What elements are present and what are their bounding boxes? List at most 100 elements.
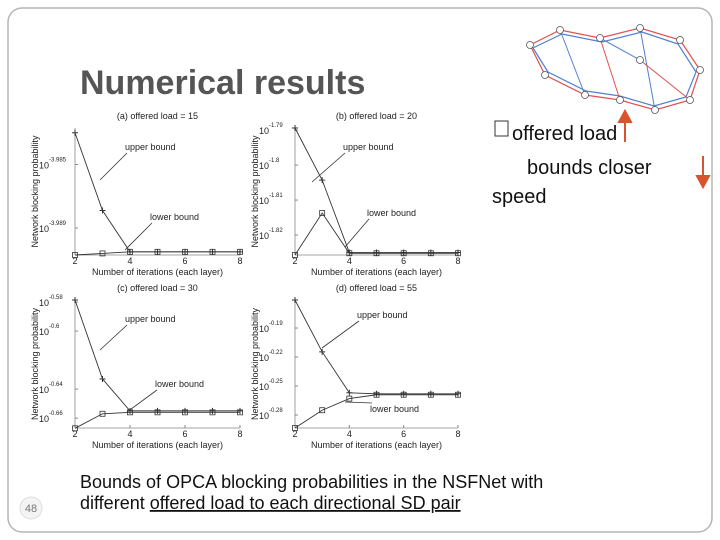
- x-tick-label: 8: [237, 429, 242, 439]
- bullet-text: bounds closer: [527, 157, 652, 179]
- x-tick-label: 4: [127, 429, 132, 439]
- y-tick-base: 10: [39, 385, 49, 395]
- annotation-arrow: [321, 320, 360, 349]
- y-tick-exponent: -1.81: [269, 193, 283, 199]
- y-tick-base: 10: [259, 196, 269, 206]
- y-tick-base: 10: [259, 382, 269, 392]
- upper-marker: [72, 129, 78, 136]
- x-axis-label: Number of iterations (each layer): [311, 440, 442, 450]
- annotation-arrow: [99, 324, 128, 351]
- y-tick-exponent: -0.64: [49, 382, 63, 388]
- y-axis-label: Network blocking probability: [250, 307, 260, 420]
- x-tick-label: 8: [455, 256, 460, 266]
- x-tick-label: 6: [401, 256, 406, 266]
- upper-marker: [292, 297, 298, 303]
- x-tick-label: 6: [182, 256, 187, 266]
- page-number: 48: [25, 503, 37, 515]
- upper-marker: [427, 390, 434, 397]
- bound-line: [74, 251, 240, 256]
- lower-marker: [72, 252, 78, 258]
- y-tick-exponent: -0.6: [49, 324, 60, 330]
- annotation: lower bound: [370, 404, 419, 414]
- y-tick-base: 10: [259, 161, 269, 171]
- x-tick-label: 6: [401, 429, 406, 439]
- x-axis-label: Number of iterations (each layer): [311, 267, 442, 277]
- y-axis-label: Network blocking probability: [30, 307, 40, 420]
- lower-marker: [182, 409, 188, 416]
- upper-marker: [346, 389, 353, 396]
- annotation: upper bound: [357, 310, 408, 320]
- lower-marker: [400, 250, 407, 257]
- upper-marker: [99, 207, 106, 214]
- lower-marker: [427, 391, 434, 398]
- lower-marker: [373, 250, 380, 257]
- plot-title: (b) offered load = 20: [336, 111, 417, 121]
- caption-underlined: offered load to each directional SD pair: [150, 493, 461, 513]
- annotation-arrow: [126, 389, 158, 413]
- annotation: upper bound: [125, 142, 176, 152]
- y-tick-base: 10: [39, 327, 49, 337]
- annotation: upper bound: [125, 314, 176, 324]
- lower-marker: [182, 248, 188, 255]
- lower-marker: [209, 248, 216, 255]
- lower-marker: [346, 250, 353, 257]
- y-tick-exponent: -0.25: [269, 379, 283, 385]
- y-tick-base: 10: [39, 161, 49, 171]
- lower-marker: [346, 395, 353, 402]
- lower-marker: [400, 391, 407, 398]
- x-tick-label: 2: [292, 256, 297, 266]
- y-tick-exponent: -0.19: [269, 321, 283, 327]
- page-number-badge: [19, 496, 43, 520]
- x-tick-label: 4: [347, 256, 352, 266]
- upper-marker: [455, 390, 461, 397]
- x-tick-label: 6: [182, 429, 187, 439]
- arrows: [617, 108, 711, 190]
- annotation-arrow: [311, 152, 346, 183]
- upper-marker: [72, 297, 78, 303]
- bullet-box: [494, 120, 509, 137]
- upper-marker: [373, 390, 380, 397]
- y-tick-exponent: -1.79: [269, 123, 283, 129]
- lower-marker: [99, 410, 106, 417]
- bound-line: [294, 212, 458, 256]
- lower-marker: [154, 409, 161, 416]
- lower-marker: [237, 409, 243, 416]
- lower-marker: [209, 409, 216, 416]
- x-tick-label: 2: [72, 256, 77, 266]
- network-diagram: [526, 24, 704, 114]
- y-tick-exponent: -3.985: [49, 158, 67, 164]
- lower-marker: [127, 248, 133, 255]
- lower-marker: [154, 248, 161, 255]
- lower-marker: [319, 407, 326, 414]
- plot-title: (c) offered load = 30: [117, 283, 198, 293]
- caption: Bounds of OPCA blocking probabilities in…: [80, 472, 543, 492]
- annotation: lower bound: [155, 379, 204, 389]
- upper-marker: [292, 125, 298, 131]
- bullet-text: speed: [492, 186, 547, 208]
- y-tick-base: 10: [259, 231, 269, 241]
- y-tick-exponent: -1.82: [269, 228, 283, 234]
- bound-line: [294, 394, 458, 429]
- lower-marker: [292, 425, 298, 431]
- bound-line: [74, 411, 240, 429]
- y-tick-base: 10: [259, 411, 269, 421]
- upper-marker: [400, 390, 407, 397]
- upper-marker: [99, 375, 106, 382]
- lower-marker: [455, 250, 461, 257]
- lower-marker: [72, 425, 78, 432]
- lower-marker: [427, 250, 434, 257]
- y-tick-exponent: -0.22: [269, 350, 283, 356]
- annotation-arrow: [344, 218, 370, 248]
- y-tick-exponent: -0.58: [49, 295, 63, 301]
- y-tick-exponent: -3.989: [49, 221, 67, 227]
- upper-marker: [319, 348, 326, 355]
- upper-marker: [237, 407, 243, 414]
- y-axis-label: Network blocking probability: [250, 135, 260, 248]
- upper-marker: [182, 407, 188, 414]
- y-tick-base: 10: [259, 353, 269, 363]
- lower-marker: [455, 391, 461, 398]
- y-tick-base: 10: [259, 324, 269, 334]
- y-tick-base: 10: [39, 414, 49, 424]
- caption-text: different: [80, 493, 150, 513]
